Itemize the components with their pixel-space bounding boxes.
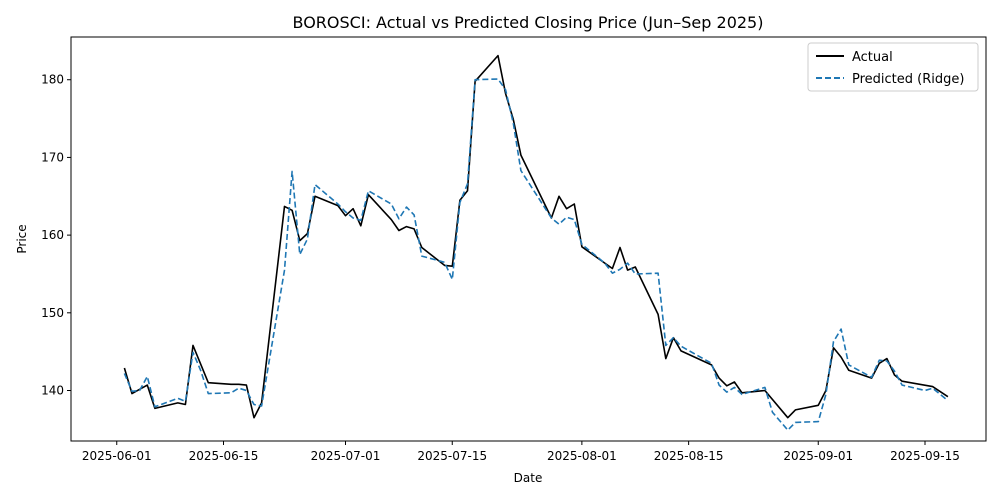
chart-title: BOROSCI: Actual vs Predicted Closing Pri…	[293, 13, 764, 32]
x-tick-label: 2025-09-01	[783, 449, 853, 463]
plot-area	[71, 37, 986, 441]
series-line-predicted	[123, 78, 949, 431]
y-tick-label: 170	[41, 150, 64, 164]
x-tick-label: 2025-07-01	[311, 449, 381, 463]
x-tick-label: 2025-08-01	[547, 449, 617, 463]
x-tick-label: 2025-07-15	[417, 449, 487, 463]
legend: Actual Predicted (Ridge)	[807, 42, 979, 92]
y-axis-label: Price	[15, 224, 29, 253]
y-tick-label: 150	[41, 306, 64, 320]
legend-box	[807, 42, 979, 92]
series-line-actual	[123, 54, 949, 419]
y-axis-ticks: 140 150 160 170 180	[41, 73, 71, 398]
x-tick-label: 2025-09-15	[890, 449, 960, 463]
y-tick-label: 140	[41, 384, 64, 398]
legend-label-actual: Actual	[852, 50, 893, 65]
x-axis-ticks: 2025-06-01 2025-06-15 2025-07-01 2025-07-15…	[82, 441, 960, 463]
legend-label-predicted: Predicted (Ridge)	[852, 72, 964, 87]
x-tick-label: 2025-06-01	[82, 449, 152, 463]
x-tick-label: 2025-06-15	[189, 449, 259, 463]
y-tick-label: 160	[41, 228, 64, 242]
x-axis-label: Date	[514, 471, 543, 485]
y-tick-label: 180	[41, 73, 64, 87]
plot-frame	[70, 36, 987, 442]
x-tick-label: 2025-08-15	[654, 449, 724, 463]
series-lines	[123, 54, 949, 431]
